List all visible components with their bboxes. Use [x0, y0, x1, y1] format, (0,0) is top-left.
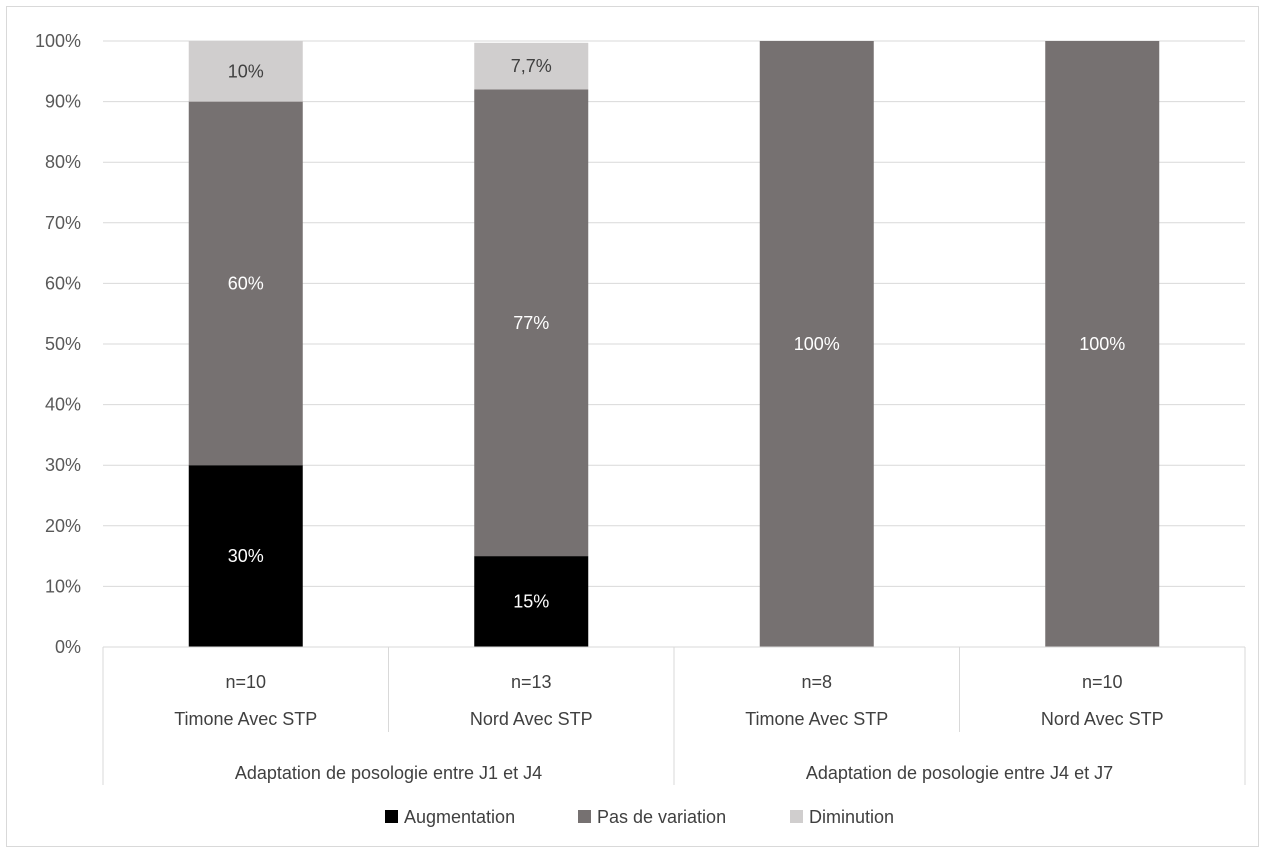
category-n-label: n=13	[511, 672, 552, 692]
group-label: Adaptation de posologie entre J1 et J4	[235, 763, 542, 783]
group-label: Adaptation de posologie entre J4 et J7	[806, 763, 1113, 783]
chart-frame: 30% 60% 10% 15% 77% 7,7% 100% 100% 0% 10% 20% 30% 4…	[6, 6, 1259, 847]
stacked-bar-chart: 30% 60% 10% 15% 77% 7,7% 100% 100% 0% 10% 20% 30% 4…	[35, 31, 1246, 827]
legend-swatch	[578, 810, 591, 823]
legend: Augmentation Pas de variation Diminution	[385, 807, 894, 827]
category-name-label: Nord Avec STP	[470, 709, 593, 729]
category-name-label: Nord Avec STP	[1041, 709, 1164, 729]
bar-segment	[474, 89, 589, 557]
data-label: 100%	[794, 334, 840, 354]
y-tick-label: 70%	[45, 213, 81, 233]
data-label: 60%	[228, 273, 264, 293]
y-tick-label: 20%	[45, 516, 81, 536]
bar-segment	[474, 556, 589, 647]
data-label: 77%	[513, 313, 549, 333]
data-label: 100%	[1079, 334, 1125, 354]
data-label: 30%	[228, 546, 264, 566]
y-tick-label: 90%	[45, 92, 81, 112]
bars	[188, 41, 1160, 647]
bar-segment	[188, 465, 303, 647]
y-tick-label: 80%	[45, 152, 81, 172]
category-name-label: Timone Avec STP	[174, 709, 317, 729]
data-labels: 30% 60% 10% 15% 77% 7,7% 100% 100%	[228, 56, 1126, 611]
y-tick-label: 50%	[45, 334, 81, 354]
data-label: 10%	[228, 61, 264, 81]
bar-segment	[759, 41, 874, 647]
bar-segment	[474, 42, 589, 90]
y-tick-label: 10%	[45, 576, 81, 596]
y-tick-label: 100%	[35, 31, 81, 51]
data-label: 15%	[513, 592, 549, 612]
category-n-label: n=10	[1082, 672, 1123, 692]
y-tick-label: 30%	[45, 455, 81, 475]
bar-segment	[188, 101, 303, 466]
axes: 0% 10% 20% 30% 40% 50% 60% 70% 80% 90% 100% n=10 Tim…	[35, 31, 1246, 785]
bar-segment	[188, 41, 303, 102]
category-name-label: Timone Avec STP	[745, 709, 888, 729]
data-label: 7,7%	[511, 56, 552, 76]
category-n-label: n=10	[225, 672, 266, 692]
bar-segment	[1045, 41, 1160, 647]
y-tick-label: 40%	[45, 395, 81, 415]
legend-swatch	[385, 810, 398, 823]
y-tick-label: 0%	[55, 637, 81, 657]
legend-label: Diminution	[809, 807, 894, 827]
y-tick-label: 60%	[45, 273, 81, 293]
legend-label: Pas de variation	[597, 807, 726, 827]
legend-label: Augmentation	[404, 807, 515, 827]
legend-swatch	[790, 810, 803, 823]
category-n-label: n=8	[801, 672, 832, 692]
